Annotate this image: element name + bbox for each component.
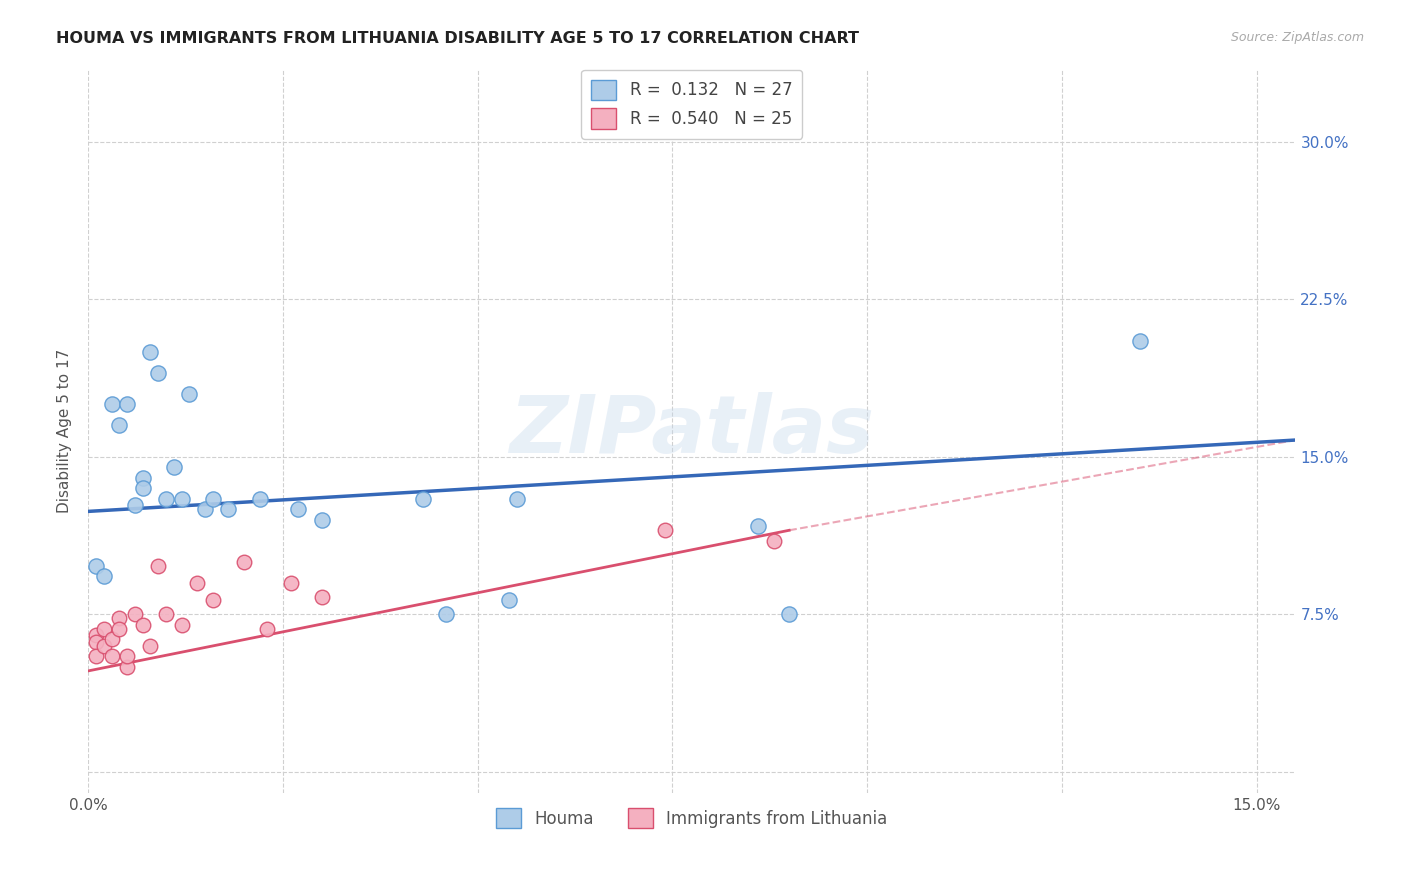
Point: [115, 659, 138, 673]
Point: [139, 344, 162, 359]
Text: HOUMA VS IMMIGRANTS FROM LITHUANIA DISABILITY AGE 5 TO 17 CORRELATION CHART: HOUMA VS IMMIGRANTS FROM LITHUANIA DISAB…: [56, 31, 859, 46]
Point: [1129, 334, 1152, 349]
Legend: Houma, Immigrants from Lithuania: Houma, Immigrants from Lithuania: [489, 801, 894, 835]
Point: [412, 491, 434, 506]
Point: [232, 555, 254, 569]
Point: [115, 649, 138, 664]
Point: [155, 607, 177, 622]
Point: [186, 575, 208, 590]
Point: [163, 460, 186, 475]
Point: [201, 592, 224, 607]
Y-axis label: Disability Age 5 to 17: Disability Age 5 to 17: [58, 349, 72, 513]
Point: [747, 519, 769, 533]
Point: [84, 634, 107, 648]
Point: [100, 649, 122, 664]
Point: [654, 523, 676, 537]
Point: [131, 481, 153, 495]
Text: ZIPatlas: ZIPatlas: [509, 392, 875, 469]
Point: [436, 607, 458, 622]
Point: [778, 607, 800, 622]
Point: [108, 611, 131, 625]
Point: [84, 649, 107, 664]
Point: [505, 491, 527, 506]
Point: [155, 491, 177, 506]
Point: [311, 591, 333, 605]
Point: [249, 491, 271, 506]
Point: [170, 491, 193, 506]
Point: [217, 502, 239, 516]
Point: [108, 418, 131, 433]
Point: [93, 639, 115, 653]
Text: Source: ZipAtlas.com: Source: ZipAtlas.com: [1230, 31, 1364, 45]
Point: [170, 617, 193, 632]
Point: [148, 558, 170, 573]
Point: [256, 622, 278, 636]
Point: [84, 628, 107, 642]
Point: [194, 502, 217, 516]
Point: [93, 622, 115, 636]
Point: [131, 617, 153, 632]
Point: [762, 533, 785, 548]
Point: [93, 569, 115, 583]
Point: [131, 471, 153, 485]
Point: [139, 639, 162, 653]
Point: [148, 366, 170, 380]
Point: [100, 397, 122, 411]
Point: [498, 592, 520, 607]
Point: [124, 607, 146, 622]
Point: [108, 622, 131, 636]
Point: [179, 387, 201, 401]
Point: [280, 575, 302, 590]
Point: [100, 632, 122, 647]
Point: [201, 491, 224, 506]
Point: [84, 558, 107, 573]
Point: [115, 397, 138, 411]
Point: [287, 502, 309, 516]
Point: [124, 498, 146, 512]
Point: [311, 513, 333, 527]
